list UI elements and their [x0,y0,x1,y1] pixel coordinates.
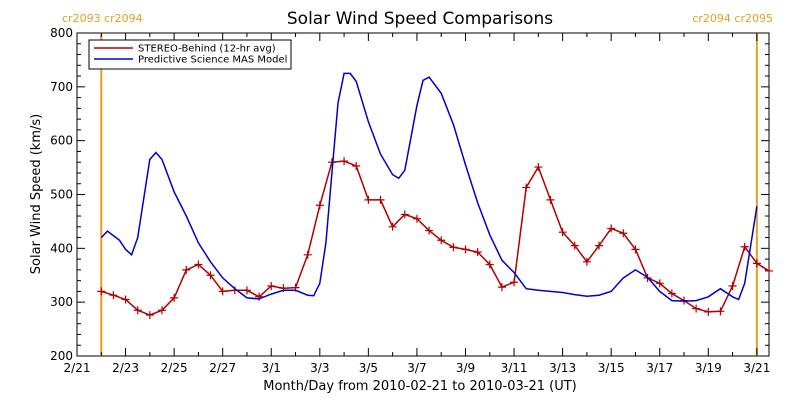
y-tick-label: 300 [50,295,73,309]
data-series [97,72,773,320]
stereo-behind-point [522,183,531,192]
stereo-behind-point [206,271,215,280]
x-tick-label: 3/11 [501,361,528,375]
x-tick-label: 2/21 [64,361,91,375]
legend-entry: STEREO-Behind (12-hr avg) [138,44,276,55]
stereo-behind-point [218,287,227,296]
stereo-behind-point [655,279,664,288]
stereo-behind-point [716,307,725,316]
stereo-behind-point [461,245,470,254]
legend: STEREO-Behind (12-hr avg)Predictive Scie… [88,39,292,70]
y-tick-label: 600 [50,134,73,148]
rotation-markers: cr2093 cr2094 cr2094 cr2095 [62,12,773,356]
stereo-behind-point [510,278,519,287]
x-tick-label: 2/27 [209,361,236,375]
x-axis-label: Month/Day from 2010-02-21 to 2010-03-21 … [263,379,576,394]
x-tick-label: 3/5 [359,361,378,375]
stereo-behind-point [437,236,446,245]
stereo-behind-point [558,228,567,237]
stereo-behind-point [425,226,434,235]
stereo-behind-point [485,260,494,269]
stereo-behind-point [364,195,373,204]
stereo-behind-point [109,291,118,300]
stereo-behind-point [667,289,676,298]
stereo-behind-point [497,283,506,292]
stereo-behind-point [582,257,591,266]
stereo-behind-point [619,229,628,238]
stereo-behind-point [121,295,130,304]
stereo-behind-point [400,210,409,219]
stereo-behind-point [315,201,324,210]
stereo-behind-point [170,293,179,302]
stereo-behind-point [473,248,482,257]
x-tick-label: 3/1 [262,361,281,375]
chart-title: Solar Wind Speed Comparisons [287,9,553,29]
y-tick-label: 500 [50,188,73,202]
stereo-behind-point [449,243,458,252]
stereo-behind-point [352,161,361,170]
legend-entry: Predictive Science MAS Model [138,55,287,66]
stereo-behind-point [765,266,773,275]
y-tick-label: 200 [50,349,73,363]
rotation-marker-label: cr2093 cr2094 [62,12,143,25]
y-tick-label: 700 [50,80,73,94]
x-tick-label: 3/15 [598,361,625,375]
stereo-behind-point [340,157,349,166]
x-tick-label: 3/19 [695,361,722,375]
stereo-behind-point [145,311,154,320]
stereo-behind-point [376,195,385,204]
stereo-behind-point [740,242,749,251]
stereo-behind-point [97,287,106,296]
x-tick-label: 2/23 [112,361,139,375]
stereo-behind-point [546,195,555,204]
stereo-behind-point [728,282,737,291]
stereo-behind-point [157,306,166,315]
x-tick-label: 3/7 [407,361,426,375]
stereo-behind-point [692,304,701,313]
x-tick-label: 3/9 [456,361,475,375]
stereo-behind-point [242,286,251,295]
stereo-behind-point [607,224,616,233]
y-tick-label: 800 [50,26,73,40]
y-axis-label: Solar Wind Speed (km/s) [29,114,44,274]
stereo-behind-line [101,160,770,316]
stereo-behind-point [595,241,604,250]
stereo-behind-point [303,250,312,259]
legend-box [88,39,292,70]
stereo-behind-point [267,282,276,291]
stereo-behind-point [412,214,421,223]
stereo-behind-point [133,306,142,315]
stereo-behind-point [752,259,761,268]
axes-ticks: 200 300 400 500 600 700 800 2/21 2/23 2/25 2/27 3/1… [50,26,770,375]
stereo-behind-point [388,222,397,231]
stereo-behind-point [534,163,543,172]
x-tick-label: 3/13 [549,361,576,375]
stereo-behind-point [570,241,579,250]
x-tick-label: 3/3 [310,361,329,375]
x-tick-label: 3/21 [743,361,770,375]
y-tick-label: 400 [50,241,73,255]
rotation-marker-label: cr2094 cr2095 [692,12,773,25]
mas-model-line [100,72,758,302]
stereo-behind-point [704,307,713,316]
stereo-behind-point [631,245,640,254]
stereo-behind-point [194,260,203,269]
x-tick-label: 3/17 [646,361,673,375]
stereo-behind-point [182,265,191,274]
x-tick-label: 2/25 [161,361,188,375]
